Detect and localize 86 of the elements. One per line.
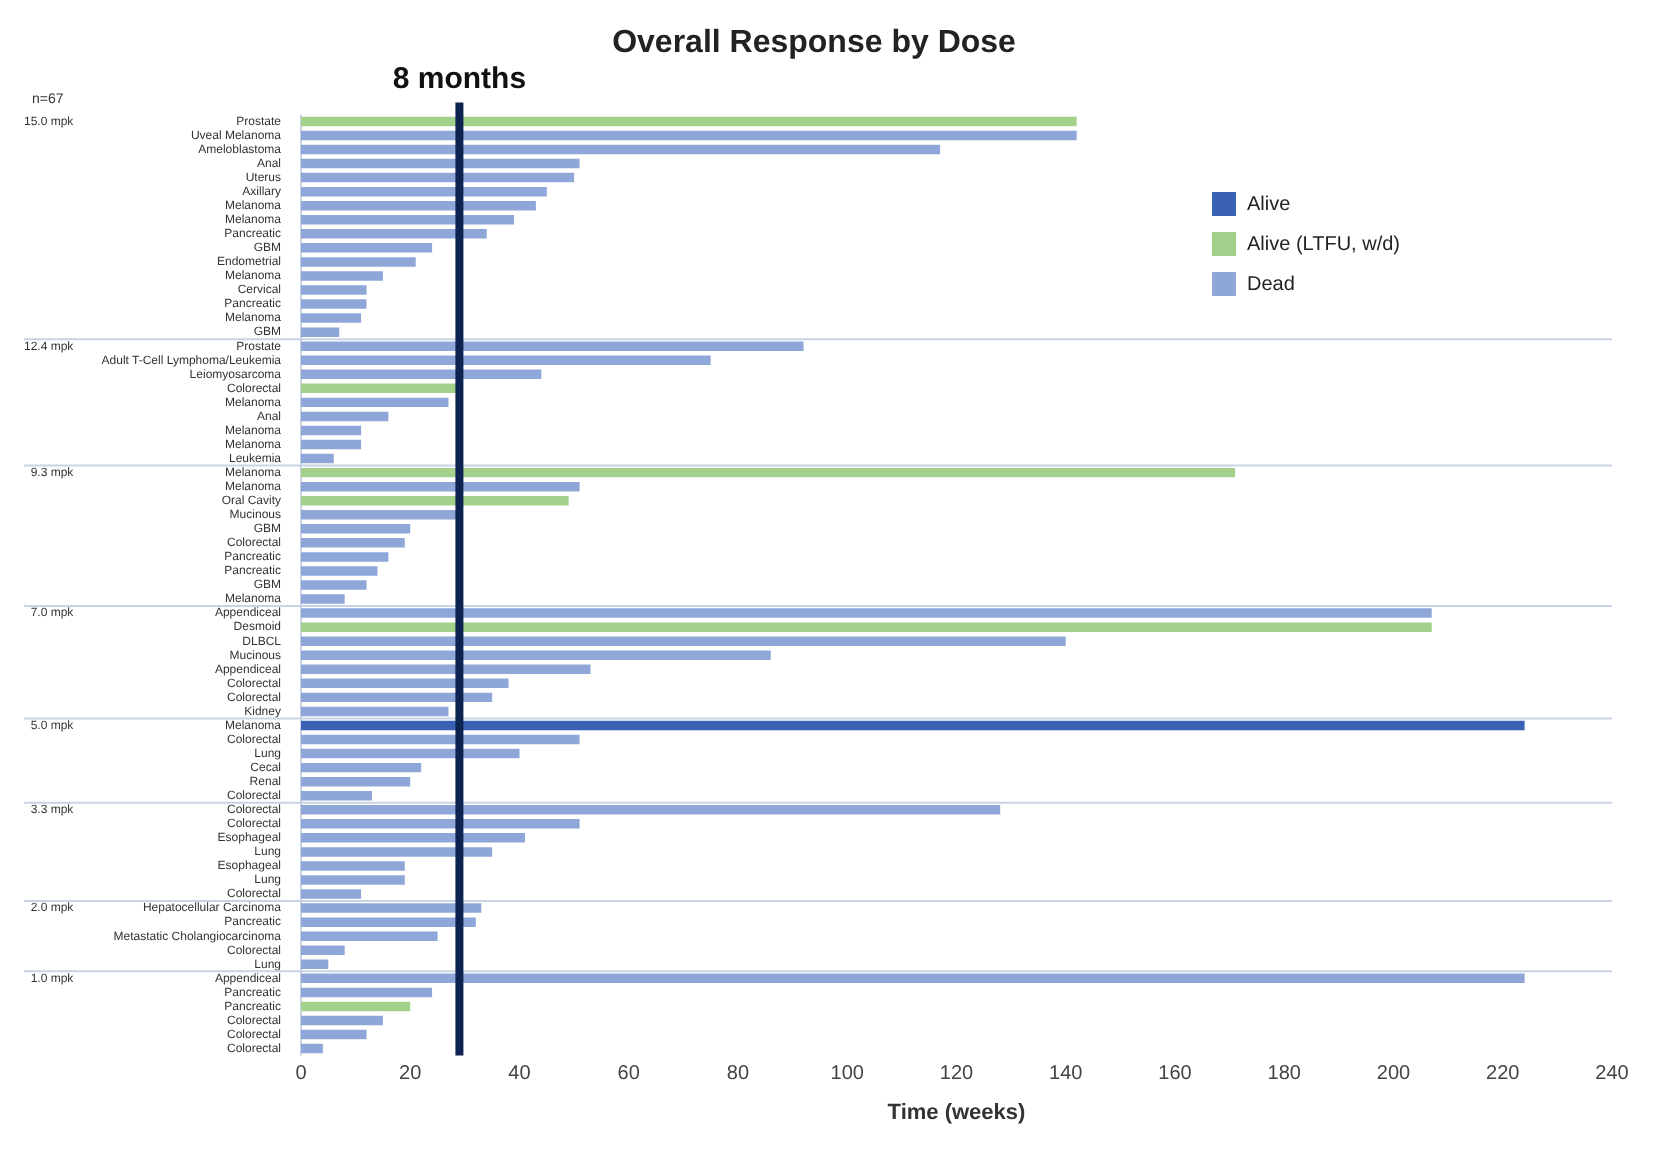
x-tick-label: 120 xyxy=(939,1063,975,1086)
bar xyxy=(301,243,433,253)
bar xyxy=(301,1029,367,1040)
bar xyxy=(301,299,367,309)
bar xyxy=(301,636,1066,646)
bar xyxy=(301,594,345,604)
x-tick-label: 220 xyxy=(1486,1063,1521,1086)
bar xyxy=(301,130,1077,141)
x-tick-label: 240 xyxy=(1595,1063,1630,1086)
x-tick-label: 80 xyxy=(726,1063,750,1086)
bar xyxy=(301,692,493,703)
bar xyxy=(301,847,493,857)
bar xyxy=(301,762,422,773)
bar xyxy=(301,285,367,295)
ref-line-label: 8 months xyxy=(392,61,527,96)
bar xyxy=(301,1043,323,1054)
bar xyxy=(301,973,1525,984)
bar xyxy=(301,552,389,562)
bar xyxy=(301,931,438,941)
bar xyxy=(301,875,405,885)
bar xyxy=(301,959,329,970)
bar xyxy=(301,538,405,548)
x-tick-label: 140 xyxy=(1049,1063,1084,1086)
bar xyxy=(301,144,941,155)
bar xyxy=(301,257,416,267)
bar xyxy=(301,903,482,913)
bar xyxy=(301,369,542,380)
bar xyxy=(301,833,525,843)
bar xyxy=(301,453,334,464)
x-tick-label: 100 xyxy=(830,1063,865,1086)
bar xyxy=(301,945,345,955)
bar xyxy=(301,172,575,183)
bar xyxy=(301,510,460,520)
bar xyxy=(301,186,547,197)
bar xyxy=(301,341,804,351)
bar xyxy=(301,355,711,365)
bar xyxy=(301,622,1432,632)
bar xyxy=(301,495,569,506)
x-tick-label: 0 xyxy=(295,1063,308,1086)
bar xyxy=(301,566,378,576)
bar xyxy=(301,608,1432,618)
bar xyxy=(301,200,536,211)
bar xyxy=(301,678,509,689)
legend-label: Alive xyxy=(1247,193,1291,215)
bar xyxy=(301,706,449,717)
bar xyxy=(301,481,580,492)
bar xyxy=(301,158,580,169)
x-tick-label: 20 xyxy=(399,1063,423,1086)
bar xyxy=(301,524,411,534)
bar xyxy=(301,116,1077,127)
bar xyxy=(301,580,367,590)
chart-title: Overall Response by Dose xyxy=(612,26,1017,61)
x-tick-label: 180 xyxy=(1267,1063,1302,1086)
x-tick-label: 160 xyxy=(1158,1063,1193,1086)
bar xyxy=(301,650,771,660)
bar xyxy=(301,1015,383,1026)
bar xyxy=(301,776,411,787)
bar xyxy=(301,383,460,394)
bar xyxy=(301,664,591,675)
bar xyxy=(301,313,362,323)
bar xyxy=(301,439,362,450)
bar xyxy=(301,327,340,337)
bar xyxy=(301,748,520,759)
bar xyxy=(301,734,580,745)
x-axis-title: Time (weeks) xyxy=(887,1100,1027,1125)
bar xyxy=(301,987,433,998)
bar xyxy=(301,720,1525,731)
x-tick-label: 40 xyxy=(508,1063,532,1086)
bar xyxy=(301,819,580,829)
bar xyxy=(301,790,373,801)
bar xyxy=(301,271,383,281)
bar xyxy=(301,805,1001,815)
bar xyxy=(301,229,487,239)
bar xyxy=(301,397,449,408)
bar xyxy=(301,411,389,422)
legend-label: Alive (LTFU, w/d) xyxy=(1247,233,1400,255)
bar xyxy=(301,861,405,871)
x-tick-label: 60 xyxy=(617,1063,641,1086)
bar xyxy=(301,1001,411,1012)
bar xyxy=(301,215,515,225)
bar xyxy=(301,467,1236,478)
bar xyxy=(301,425,362,436)
x-tick-label: 200 xyxy=(1376,1063,1412,1086)
legend-label: Dead xyxy=(1247,273,1295,295)
bar xyxy=(301,917,476,927)
bar xyxy=(301,889,362,899)
